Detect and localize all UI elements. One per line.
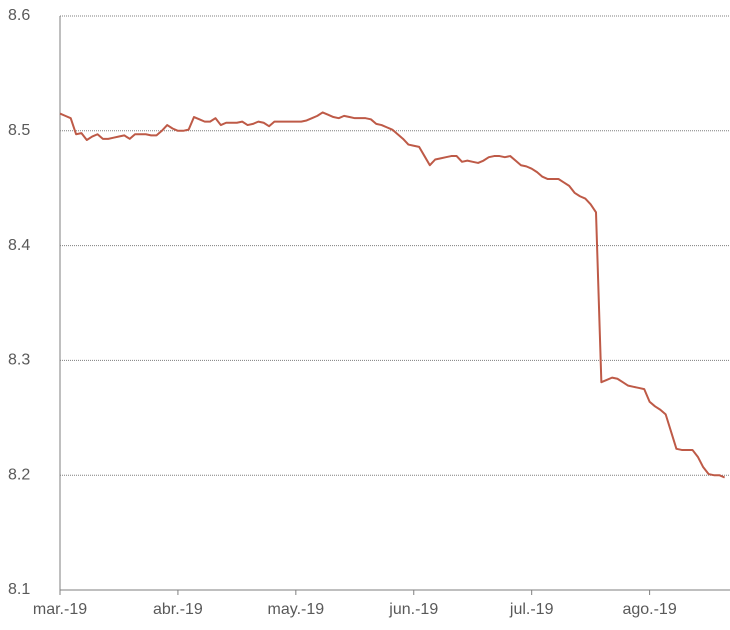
x-tick-label: may.-19 <box>268 601 325 618</box>
y-tick-label: 8.6 <box>8 7 30 24</box>
x-tick-label: mar.-19 <box>33 601 87 618</box>
y-tick-label: 8.5 <box>8 122 30 139</box>
x-tick-label: ago.-19 <box>622 601 676 618</box>
y-tick-label: 8.1 <box>8 581 30 598</box>
x-tick-label: abr.-19 <box>153 601 203 618</box>
x-tick-label: jun.-19 <box>388 601 438 618</box>
x-tick-label: jul.-19 <box>509 601 554 618</box>
line <box>59 111 726 479</box>
y-tick-label: 8.3 <box>8 352 30 369</box>
y-tick-label: 8.2 <box>8 466 30 483</box>
y-tick-label: 8.4 <box>8 237 30 254</box>
